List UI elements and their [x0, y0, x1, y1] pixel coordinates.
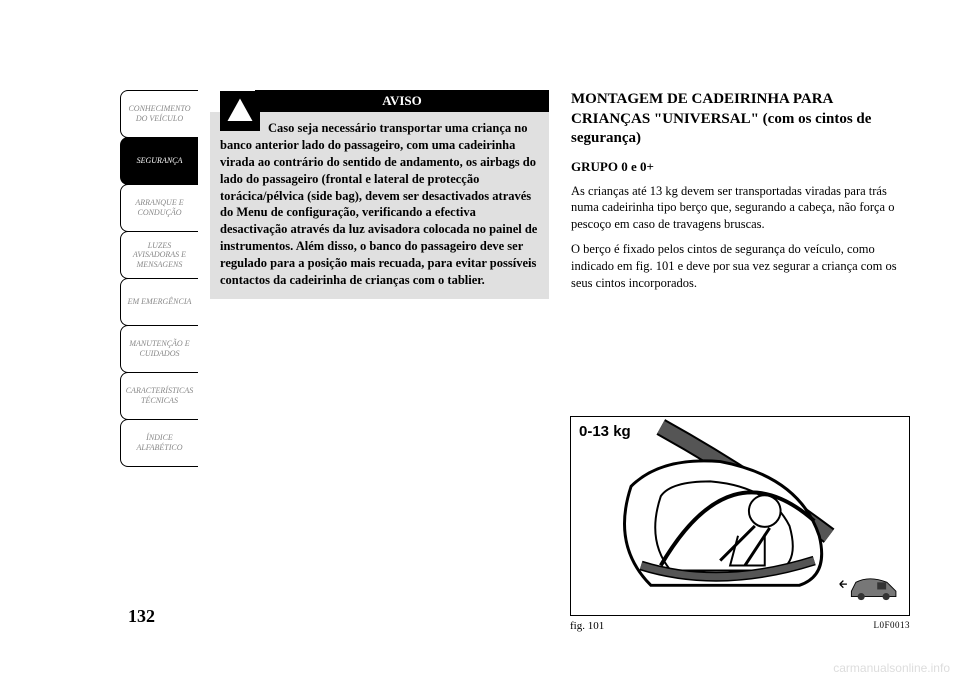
- tab-label: LUZESAVISADORAS EMENSAGENS: [133, 241, 186, 270]
- tab-seguranca[interactable]: SEGURANÇA: [120, 137, 198, 185]
- page-number: 132: [128, 606, 155, 627]
- tab-label: ÍNDICEALFABÉTICO: [136, 433, 182, 452]
- tab-indice[interactable]: ÍNDICEALFABÉTICO: [120, 419, 198, 467]
- paragraph: As crianças até 13 kg devem ser transpor…: [571, 183, 910, 234]
- warning-text: Caso seja necessário transportar uma cri…: [220, 121, 537, 287]
- paragraph: O berço é fixado pelos cintos de seguran…: [571, 241, 910, 292]
- left-column: AVISO Caso seja necessário transportar u…: [210, 90, 549, 300]
- tab-label: ARRANQUE ECONDUÇÃO: [135, 198, 183, 217]
- tab-label: CONHECIMENTODO VEÍCULO: [128, 104, 190, 123]
- tab-emergencia[interactable]: EM EMERGÊNCIA: [120, 278, 198, 326]
- tab-luzes[interactable]: LUZESAVISADORAS EMENSAGENS: [120, 231, 198, 279]
- figure-illustration: [571, 417, 909, 615]
- tab-label: EM EMERGÊNCIA: [128, 297, 192, 307]
- warning-icon: [220, 91, 260, 131]
- tab-label: SEGURANÇA: [137, 156, 183, 166]
- tab-label: MANUTENÇÃO ECUIDADOS: [129, 339, 189, 358]
- page-content: AVISO Caso seja necessário transportar u…: [210, 90, 910, 300]
- tab-manutencao[interactable]: MANUTENÇÃO ECUIDADOS: [120, 325, 198, 373]
- section-subheading: GRUPO 0 e 0+: [571, 159, 910, 175]
- figure-id: L0F0013: [873, 620, 910, 632]
- figure-label: 0-13 kg: [579, 423, 631, 440]
- warning-header: AVISO: [255, 90, 549, 112]
- section-heading: MONTAGEM DE CADEIRINHA PARA CRIANÇAS "UN…: [571, 90, 910, 149]
- watermark: carmanualsonline.info: [833, 661, 950, 675]
- figure-caption-row: fig. 101 L0F0013: [570, 620, 910, 632]
- sidebar-nav: CONHECIMENTODO VEÍCULO SEGURANÇA ARRANQU…: [120, 90, 198, 466]
- tab-conhecimento[interactable]: CONHECIMENTODO VEÍCULO: [120, 90, 198, 138]
- tab-caracteristicas[interactable]: CARACTERÍSTICASTÉCNICAS: [120, 372, 198, 420]
- warning-box: Caso seja necessário transportar uma cri…: [210, 112, 549, 299]
- figure-caption: fig. 101: [570, 620, 604, 632]
- tab-arranque[interactable]: ARRANQUE ECONDUÇÃO: [120, 184, 198, 232]
- right-column: MONTAGEM DE CADEIRINHA PARA CRIANÇAS "UN…: [571, 90, 910, 300]
- figure-child-seat: 0-13 kg: [570, 416, 910, 616]
- tab-label: CARACTERÍSTICASTÉCNICAS: [126, 386, 194, 405]
